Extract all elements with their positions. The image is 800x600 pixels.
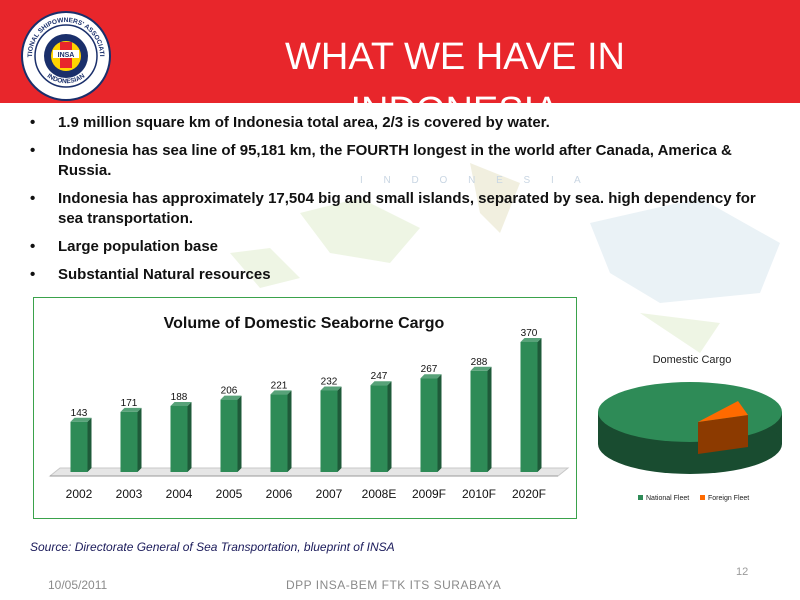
bar-2008E <box>370 385 388 472</box>
pie-legend-swatch <box>700 495 705 500</box>
bar-2009F <box>420 378 438 472</box>
bullet-text: 1.9 million square km of Indonesia total… <box>58 114 550 131</box>
bar-category-label: 2007 <box>316 487 343 501</box>
bar-2003 <box>120 411 138 472</box>
pie-legend-label: Foreign Fleet <box>708 495 749 502</box>
bar-top-2005 <box>220 395 242 400</box>
bullet-glyph: • <box>30 266 36 283</box>
bar-category-label: 2020F <box>512 487 546 501</box>
bar-value-label: 288 <box>471 357 488 368</box>
bar-category-label: 2008E <box>362 487 397 501</box>
bar-top-2007 <box>320 386 342 391</box>
bar-top-2009F <box>420 374 442 379</box>
bar-2010F <box>470 370 488 472</box>
bar-side-2020F <box>537 338 542 472</box>
logo-center-text: INSA <box>58 52 75 59</box>
bullet-item: • 1.9 million square km of Indonesia tota… <box>30 113 780 133</box>
bullet-item: • Indonesia has approximately 17,504 big … <box>30 189 780 229</box>
insa-logo: INSA NATIONAL SHIPOWNERS' ASSOCIATION IN… <box>17 5 112 102</box>
bar-value-label: 370 <box>521 328 538 339</box>
pie-legend-swatch <box>638 495 643 500</box>
bar-side-2009F <box>437 374 442 472</box>
bar-side-2003 <box>137 407 142 472</box>
bar-side-2008E <box>387 381 392 472</box>
bullet-text: Substantial Natural resources <box>58 266 271 283</box>
bar-category-label: 2005 <box>216 487 243 501</box>
bar-chart-marks: 143 2002 171 2003 188 2004 206 2005 221 2006 232 20… <box>66 328 546 501</box>
bar-category-label: 2003 <box>116 487 143 501</box>
bar-category-label: 2004 <box>166 487 193 501</box>
bullet-text: Indonesia has sea line of 95,181 km, the… <box>58 142 732 179</box>
pie-chart: Domestic Cargo National Fleet Foreign Fle… <box>598 354 782 502</box>
bullet-item: • Substantial Natural resources <box>30 265 780 285</box>
bar-2002 <box>70 421 88 472</box>
bar-2020F <box>520 342 538 472</box>
header-bar: INSA NATIONAL SHIPOWNERS' ASSOCIATION IN… <box>0 0 800 103</box>
bar-top-2002 <box>70 417 92 422</box>
pie-slice-foreign-fleet <box>698 401 748 422</box>
bullet-item: • Large population base <box>30 237 780 257</box>
bullet-list: • 1.9 million square km of Indonesia tota… <box>30 113 780 293</box>
bullet-glyph: • <box>30 190 36 207</box>
bullet-text: Large population base <box>58 238 219 255</box>
bar-category-label: 2002 <box>66 487 93 501</box>
bar-top-2010F <box>470 366 492 371</box>
page-title: WHAT WE HAVE IN INDONESIA <box>285 36 625 103</box>
bullet-glyph: • <box>30 114 36 131</box>
bar-chart-title: Volume of Domestic Seaborne Cargo <box>164 315 445 332</box>
bar-top-2020F <box>520 338 542 342</box>
bar-2005 <box>220 399 238 472</box>
bar-top-2003 <box>120 407 142 412</box>
bar-2006 <box>270 394 288 472</box>
pie-chart-marks <box>598 382 782 474</box>
bar-category-label: 2009F <box>412 487 446 501</box>
pie-chart-title: Domestic Cargo <box>653 354 732 366</box>
bar-2004 <box>170 405 188 472</box>
bar-category-label: 2006 <box>266 487 293 501</box>
bar-value-label: 267 <box>421 364 438 375</box>
bullet-glyph: • <box>30 142 36 159</box>
pie-side-foreign-fleet <box>698 415 748 454</box>
footer-text: DPP INSA-BEM FTK ITS SURABAYA <box>286 578 502 592</box>
pie-chart-container: Domestic Cargo National Fleet Foreign Fle… <box>590 340 790 510</box>
bullet-text: Indonesia has approximately 17,504 big a… <box>58 190 756 227</box>
bullet-glyph: • <box>30 238 36 255</box>
pie-legend-label: National Fleet <box>646 495 689 502</box>
bar-side-2010F <box>487 366 492 472</box>
bar-side-2007 <box>337 386 342 472</box>
bar-top-2008E <box>370 381 392 386</box>
pie-slice-national-fleet <box>598 382 782 442</box>
bar-side-2004 <box>187 401 192 472</box>
pie-chart-legend: National Fleet Foreign Fleet <box>638 495 749 502</box>
bar-value-label: 143 <box>71 408 88 419</box>
footer-date: 10/05/2011 <box>48 578 108 592</box>
page-number: 12 <box>736 566 749 578</box>
bar-value-label: 232 <box>321 376 338 387</box>
bullet-item: • Indonesia has sea line of 95,181 km, th… <box>30 141 780 181</box>
bar-value-label: 221 <box>271 380 288 391</box>
bar-side-2006 <box>287 390 292 472</box>
bar-top-2004 <box>170 401 192 406</box>
bar-value-label: 188 <box>171 392 188 403</box>
bar-value-label: 247 <box>371 371 388 382</box>
bar-top-2006 <box>270 390 292 395</box>
bar-chart-frame: Volume of Domestic Seaborne Cargo 143 200… <box>33 297 577 519</box>
indonesia-map-watermark <box>230 163 780 353</box>
map-watermark-label: I N D O N E S I A <box>360 175 590 186</box>
source-note: Source: Directorate General of Sea Trans… <box>30 540 395 554</box>
bar-chart: Volume of Domestic Seaborne Cargo 143 200… <box>48 315 570 501</box>
bar-side-2005 <box>237 395 242 472</box>
bar-value-label: 206 <box>221 386 238 397</box>
bar-value-label: 171 <box>121 398 138 409</box>
bar-category-label: 2010F <box>462 487 496 501</box>
bar-2007 <box>320 390 338 472</box>
bar-side-2002 <box>87 417 92 472</box>
